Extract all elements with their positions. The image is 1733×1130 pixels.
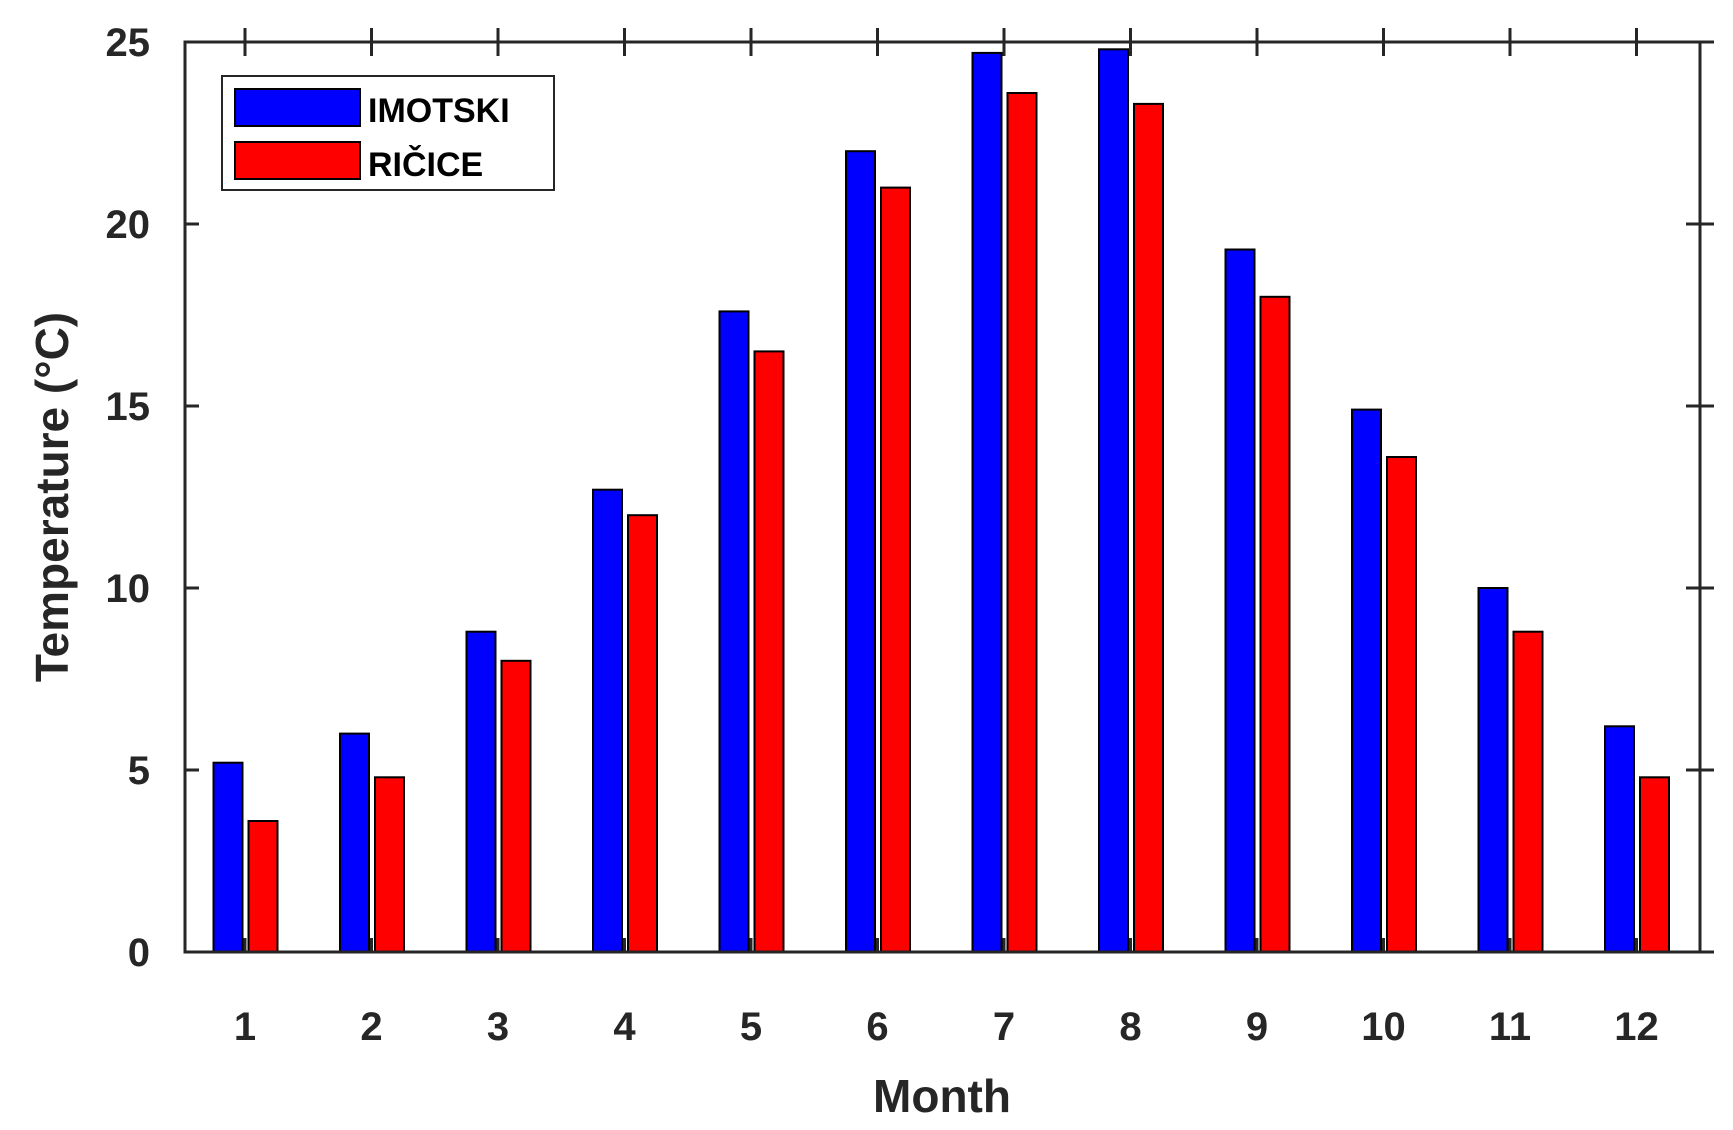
bar-imotski-12 — [1604, 725, 1635, 953]
bar-imotski-11 — [1477, 587, 1509, 953]
legend-swatch-imotski — [234, 88, 361, 127]
bar-imotski-5 — [718, 310, 750, 953]
x-tick-label-5: 5 — [740, 1005, 762, 1049]
bar-imotski-2 — [339, 732, 370, 953]
bar-ri-ice-5 — [753, 350, 785, 953]
x-tick-label-11: 11 — [1489, 1005, 1531, 1049]
y-tick-label-5: 5 — [128, 749, 150, 793]
x-tick-label-8: 8 — [1119, 1005, 1141, 1049]
x-tick-label-1: 1 — [234, 1005, 256, 1049]
y-tick-label-20: 20 — [106, 203, 151, 247]
bars-layer — [212, 48, 1670, 954]
bar-ri-ice-4 — [627, 514, 658, 953]
bar-imotski-4 — [592, 488, 623, 953]
bar-ri-ice-10 — [1386, 456, 1417, 953]
bar-ri-ice-7 — [1006, 92, 1038, 953]
x-axis-title: Month — [873, 1070, 1011, 1122]
x-tick-label-7: 7 — [993, 1005, 1015, 1049]
y-tick-label-15: 15 — [106, 385, 151, 429]
bar-imotski-8 — [1098, 48, 1129, 954]
bar-ri-ice-12 — [1639, 776, 1670, 953]
y-axis-title: Temperature (°C) — [26, 312, 78, 682]
y-tick-label-10: 10 — [106, 567, 151, 611]
bar-imotski-3 — [465, 630, 497, 953]
legend-label-ricice: RIČICE — [368, 145, 483, 184]
x-tick-label-9: 9 — [1246, 1005, 1268, 1049]
y-tick-label-25: 25 — [106, 21, 151, 65]
legend-swatch-ricice — [234, 141, 361, 180]
bar-imotski-10 — [1351, 408, 1382, 954]
bar-ri-ice-3 — [500, 659, 532, 953]
x-tick-label-12: 12 — [1614, 1005, 1659, 1049]
plot-frame — [183, 40, 1702, 954]
y-tick-label-0: 0 — [128, 931, 150, 975]
x-tick-label-2: 2 — [360, 1005, 382, 1049]
bar-imotski-1 — [212, 761, 244, 954]
bar-ri-ice-1 — [247, 820, 279, 953]
bar-ri-ice-9 — [1259, 295, 1291, 953]
bar-imotski-9 — [1224, 248, 1256, 953]
bar-imotski-7 — [971, 51, 1003, 953]
legend-label-imotski: IMOTSKI — [368, 92, 510, 130]
x-tick-label-10: 10 — [1361, 1005, 1406, 1049]
bar-ri-ice-6 — [880, 186, 911, 954]
bar-ri-ice-11 — [1512, 630, 1544, 953]
legend: IMOTSKI RIČICE — [221, 75, 555, 191]
bar-ri-ice-2 — [374, 776, 405, 953]
bar-ri-ice-8 — [1133, 102, 1164, 953]
x-tick-label-4: 4 — [613, 1005, 636, 1049]
ticks-layer — [185, 28, 1714, 954]
x-tick-label-3: 3 — [487, 1005, 509, 1049]
x-tick-label-6: 6 — [866, 1005, 888, 1049]
bar-imotski-6 — [845, 150, 876, 953]
